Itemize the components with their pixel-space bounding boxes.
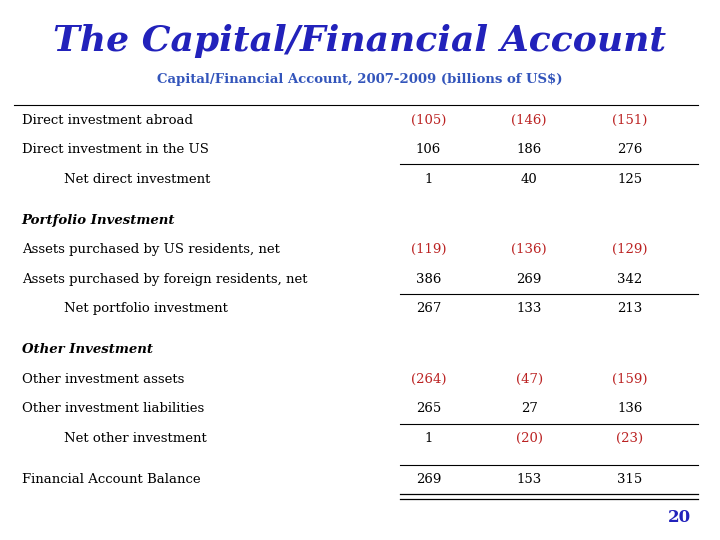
Text: 1: 1 bbox=[424, 173, 433, 186]
Text: Net portfolio investment: Net portfolio investment bbox=[47, 302, 228, 315]
Text: 20: 20 bbox=[668, 510, 691, 526]
Text: (47): (47) bbox=[516, 373, 543, 386]
Text: (136): (136) bbox=[511, 243, 547, 256]
Text: 342: 342 bbox=[617, 273, 643, 286]
Text: 276: 276 bbox=[617, 143, 643, 156]
Text: 136: 136 bbox=[617, 402, 643, 415]
Text: Assets purchased by US residents, net: Assets purchased by US residents, net bbox=[22, 243, 279, 256]
Text: Capital/Financial Account, 2007-2009 (billions of US$): Capital/Financial Account, 2007-2009 (bi… bbox=[157, 73, 563, 86]
Text: 186: 186 bbox=[516, 143, 542, 156]
Text: 213: 213 bbox=[617, 302, 643, 315]
Text: Direct investment abroad: Direct investment abroad bbox=[22, 113, 193, 126]
Text: 269: 269 bbox=[415, 473, 441, 486]
Text: The Capital/Financial Account: The Capital/Financial Account bbox=[53, 24, 667, 58]
Text: 153: 153 bbox=[516, 473, 542, 486]
Text: 315: 315 bbox=[617, 473, 643, 486]
Text: (159): (159) bbox=[612, 373, 648, 386]
Text: Portfolio Investment: Portfolio Investment bbox=[22, 214, 175, 227]
Text: (119): (119) bbox=[410, 243, 446, 256]
Text: (129): (129) bbox=[612, 243, 648, 256]
Text: (20): (20) bbox=[516, 432, 543, 445]
Text: 386: 386 bbox=[415, 273, 441, 286]
Text: Net direct investment: Net direct investment bbox=[47, 173, 210, 186]
Text: Direct investment in the US: Direct investment in the US bbox=[22, 143, 209, 156]
Text: 1: 1 bbox=[424, 432, 433, 445]
Text: 125: 125 bbox=[618, 173, 642, 186]
Text: Financial Account Balance: Financial Account Balance bbox=[22, 473, 200, 486]
Text: (105): (105) bbox=[410, 113, 446, 126]
Text: 269: 269 bbox=[516, 273, 542, 286]
Text: (23): (23) bbox=[616, 432, 644, 445]
Text: Other Investment: Other Investment bbox=[22, 343, 153, 356]
Text: Net other investment: Net other investment bbox=[47, 432, 207, 445]
Text: (264): (264) bbox=[410, 373, 446, 386]
Text: 106: 106 bbox=[415, 143, 441, 156]
Text: 27: 27 bbox=[521, 402, 538, 415]
Text: (146): (146) bbox=[511, 113, 547, 126]
Text: Other investment liabilities: Other investment liabilities bbox=[22, 402, 204, 415]
Text: (151): (151) bbox=[612, 113, 648, 126]
Text: 40: 40 bbox=[521, 173, 538, 186]
Text: Other investment assets: Other investment assets bbox=[22, 373, 184, 386]
Text: 265: 265 bbox=[415, 402, 441, 415]
Text: 267: 267 bbox=[415, 302, 441, 315]
Text: Assets purchased by foreign residents, net: Assets purchased by foreign residents, n… bbox=[22, 273, 307, 286]
Text: 133: 133 bbox=[516, 302, 542, 315]
